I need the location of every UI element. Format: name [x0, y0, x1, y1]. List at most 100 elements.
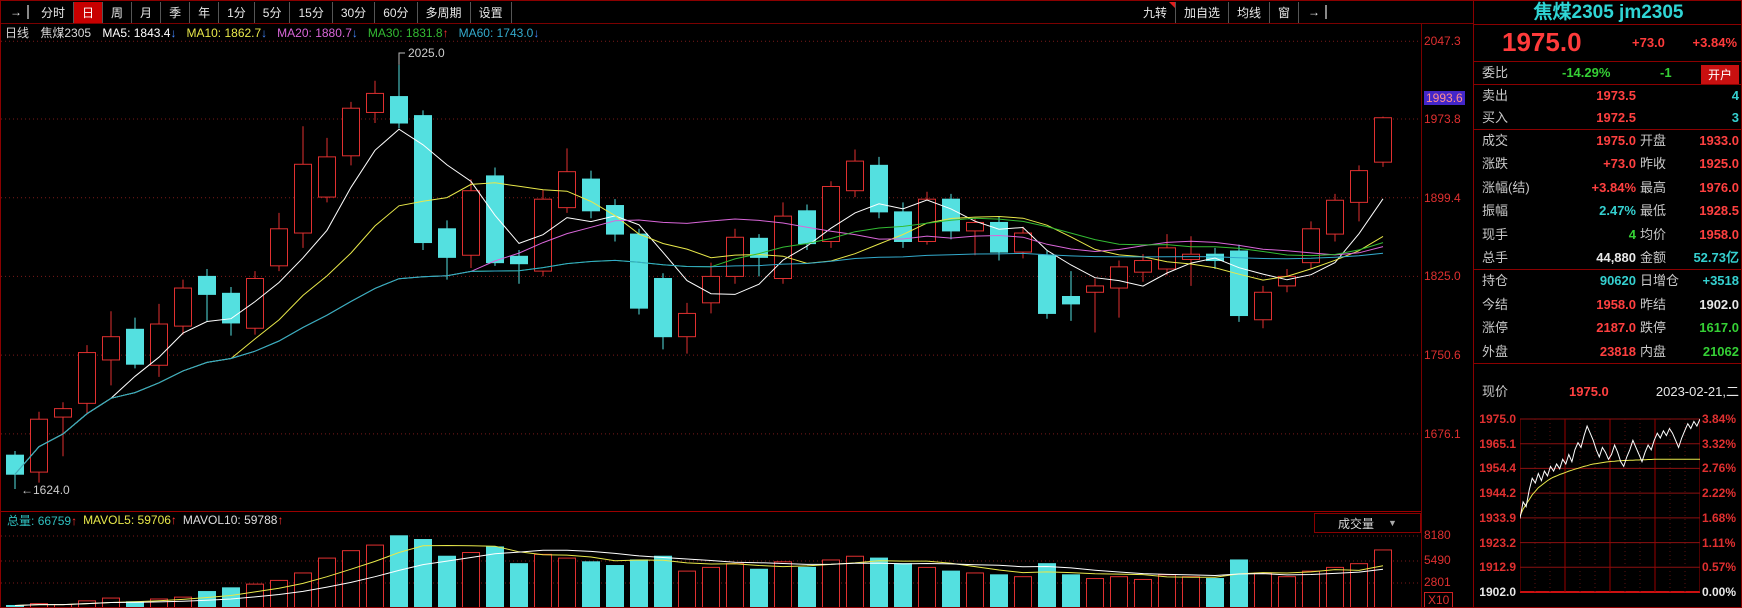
- up-arrow-icon: ↑: [277, 513, 284, 527]
- ma-value: MA5: 1843.4↓: [102, 26, 177, 40]
- stat-value: 90620: [1599, 273, 1636, 289]
- period-label: 日线: [5, 26, 30, 40]
- toolbar-item-均线[interactable]: 均线: [1229, 1, 1270, 23]
- toolbar: → 分时日周月季年 1分 5分 15分 30分 60分 多周期 设置 九转 加自选 均线窗 →: [1, 1, 1473, 24]
- volume-axis-label: 8180: [1424, 528, 1451, 542]
- stat-value: 1928.5: [1699, 203, 1739, 219]
- stat-value: 1925.0: [1699, 156, 1739, 172]
- ma-value: MA20: 1880.7↓: [277, 26, 358, 40]
- tab-设置[interactable]: 设置: [471, 1, 512, 23]
- stat-value: 1902.0: [1699, 296, 1739, 312]
- tab-季[interactable]: 季: [161, 1, 191, 23]
- stat-label: 最高: [1640, 179, 1667, 195]
- stat-row: 外盘 23818 内盘 21062: [1474, 340, 1741, 363]
- stat-row: 今结 1958.0 昨结 1902.0: [1474, 293, 1741, 316]
- price-change-percent: +3.84%: [1692, 35, 1737, 50]
- kline-pane[interactable]: 2025.0 ←1624.0 日线 焦煤2305 MA5: 1843.4↓ MA10…: [1, 23, 1421, 511]
- chevron-down-icon: ▼: [1388, 518, 1397, 528]
- up-arrow-icon: ↑: [170, 513, 177, 527]
- toolbar-right-items: 九转 加自选 均线窗 →: [1135, 1, 1331, 23]
- mavol10-label: MAVOL10: 59788↑: [182, 513, 284, 527]
- stat-value: 1617.0: [1699, 320, 1739, 336]
- toolbar-item-九转[interactable]: 九转: [1135, 1, 1176, 23]
- price-axis-label: 1973.8: [1424, 112, 1461, 126]
- stat-row: 振幅 2.47% 最低 1928.5: [1474, 199, 1741, 222]
- toolbar-item-加自选[interactable]: 加自选: [1176, 1, 1229, 23]
- down-arrow-icon: ↓: [261, 26, 268, 40]
- mini-percent-label: 2.76%: [1702, 461, 1737, 476]
- mini-percent-label: 3.84%: [1702, 412, 1737, 426]
- volume-header: 总量: 66759↑ MAVOL5: 59706↑ MAVOL10: 59788…: [1, 511, 1421, 533]
- up-arrow-icon: ↑: [442, 26, 449, 40]
- toolbar-item-窗[interactable]: 窗: [1270, 1, 1299, 23]
- mini-price-label: 1902.0: [1479, 584, 1516, 599]
- stat-value: 21062: [1702, 343, 1739, 359]
- stat-label: 涨跌: [1482, 156, 1509, 172]
- mini-price-label: 1965.1: [1479, 436, 1516, 451]
- mini-percent-label: 1.11%: [1702, 535, 1736, 550]
- mavol5-label: MAVOL5: 59706↑: [83, 513, 177, 527]
- weicha-value: -1: [1660, 65, 1672, 80]
- tab-30分[interactable]: 30分: [333, 1, 376, 23]
- volume-axis-label: 2801: [1424, 575, 1451, 589]
- tab-月[interactable]: 月: [132, 1, 162, 23]
- stat-value: +3.84%: [1591, 179, 1636, 195]
- volume-chart[interactable]: [1, 527, 1421, 608]
- collapse-right-icon[interactable]: →: [1303, 5, 1327, 19]
- stat-value: 4: [1628, 226, 1636, 242]
- price-axis-label: 1825.0: [1424, 269, 1461, 284]
- mini-price-label: 1944.2: [1479, 486, 1516, 501]
- stat-label: 涨停: [1482, 320, 1509, 336]
- stat-label: 现手: [1482, 226, 1509, 242]
- candlestick-chart[interactable]: 2025.0 ←1624.0: [1, 23, 1421, 511]
- down-arrow-icon: ↓: [351, 26, 358, 40]
- contract-title: 焦煤2305 jm2305: [1474, 1, 1741, 25]
- stat-value: 1976.0: [1699, 179, 1739, 195]
- tab-周[interactable]: 周: [103, 1, 133, 23]
- volume-pane[interactable]: [1, 527, 1421, 608]
- tab-日[interactable]: 日: [74, 1, 104, 23]
- tab-1分[interactable]: 1分: [219, 1, 255, 23]
- spot-label: 现价: [1482, 384, 1509, 399]
- price-axis-label: 1750.6: [1424, 348, 1461, 363]
- stat-label: 总手: [1482, 249, 1509, 265]
- tab-15分[interactable]: 15分: [290, 1, 333, 23]
- down-arrow-icon: ↓: [533, 26, 540, 40]
- bid-price: 1972.5: [1596, 110, 1636, 125]
- mini-chart-canvas[interactable]: [1520, 411, 1700, 596]
- tab-年[interactable]: 年: [190, 1, 220, 23]
- collapse-left-icon[interactable]: →: [5, 5, 29, 19]
- tab-多周期[interactable]: 多周期: [418, 1, 471, 23]
- ma-value: MA30: 1831.8↑: [367, 26, 449, 40]
- stat-label: 最低: [1640, 203, 1667, 219]
- stat-value: +73.0: [1603, 156, 1636, 172]
- stat-value: 1975.0: [1596, 133, 1636, 148]
- intraday-mini-chart[interactable]: 1975.0 1965.1 1954.4 1944.2 1933.9 1923.2 1912…: [1474, 401, 1741, 606]
- stat-label: 日增仓: [1640, 273, 1680, 289]
- quote-stats: 成交 1975.0 开盘 1933.0 涨跌 +73.0 昨收 1925.0 涨幅(结) +3.8…: [1474, 129, 1741, 363]
- trough-annotation: ←1624.0: [21, 483, 70, 497]
- stat-value: 2.47%: [1599, 203, 1636, 219]
- stat-row: 总手 44,880 金额 52.73亿: [1474, 246, 1741, 269]
- stat-label: 昨结: [1640, 296, 1667, 312]
- tab-5分[interactable]: 5分: [255, 1, 291, 23]
- last-price: 1975.0: [1502, 27, 1582, 57]
- stat-label: 涨幅(结): [1482, 179, 1530, 195]
- mini-price-label: 1954.4: [1479, 461, 1516, 476]
- weibi-value: -14.29%: [1562, 65, 1611, 80]
- total-volume-label: 总量: 66759↑: [7, 513, 78, 528]
- mini-percent-label: 0.57%: [1702, 560, 1737, 575]
- weibi-row: 委比 -14.29% -1 开户: [1474, 62, 1741, 85]
- stat-label: 均价: [1640, 226, 1667, 242]
- open-account-button[interactable]: 开户: [1700, 65, 1739, 84]
- price-axis-label: 2047.3: [1424, 34, 1461, 49]
- stat-value: 1958.0: [1699, 226, 1739, 242]
- stat-value: 52.73亿: [1693, 249, 1739, 265]
- price-axis-label: 1993.6: [1424, 91, 1465, 106]
- bid-label: 买入: [1482, 110, 1509, 125]
- tab-60分[interactable]: 60分: [375, 1, 418, 23]
- indicator-selector-dropdown[interactable]: 成交量 ▼: [1314, 513, 1421, 533]
- stat-value: 44,880: [1596, 249, 1636, 265]
- tab-分时[interactable]: 分时: [33, 1, 75, 23]
- ma-values: MA5: 1843.4↓ MA10: 1862.7↓ MA20: 1880.7↓ MA…: [102, 26, 549, 40]
